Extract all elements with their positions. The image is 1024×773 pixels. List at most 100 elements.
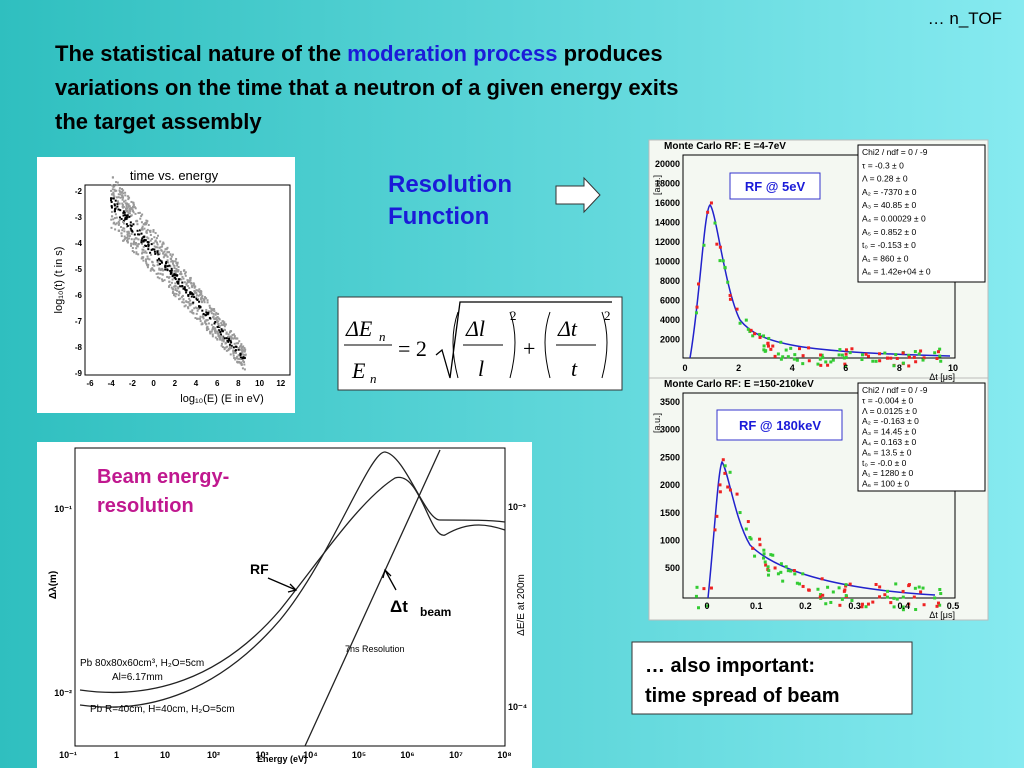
dot bbox=[702, 587, 706, 591]
dot bbox=[762, 348, 766, 352]
dot bbox=[189, 310, 192, 313]
dot bbox=[738, 511, 742, 515]
dot bbox=[860, 605, 864, 609]
dot bbox=[238, 348, 241, 351]
dot bbox=[784, 565, 788, 569]
dot bbox=[225, 341, 228, 344]
dot bbox=[115, 196, 118, 199]
dot bbox=[837, 353, 841, 357]
dot bbox=[831, 590, 835, 594]
dot bbox=[146, 220, 149, 223]
dot bbox=[134, 243, 137, 246]
dot bbox=[157, 262, 160, 265]
dot bbox=[150, 237, 153, 240]
dot bbox=[132, 241, 135, 244]
dot bbox=[153, 236, 156, 239]
dot bbox=[728, 297, 732, 301]
dot bbox=[728, 470, 732, 474]
dot bbox=[186, 280, 189, 283]
dot bbox=[744, 527, 748, 531]
dot bbox=[180, 278, 183, 281]
dot bbox=[242, 357, 245, 360]
dot bbox=[239, 344, 242, 347]
x-tick-label: 10⁻¹ bbox=[59, 750, 77, 760]
dot bbox=[199, 298, 202, 301]
x-tick-label: 6 bbox=[215, 379, 220, 388]
dot bbox=[122, 211, 125, 214]
y-tick-label: -6 bbox=[75, 291, 83, 300]
dot bbox=[204, 314, 207, 317]
dot bbox=[201, 316, 204, 319]
dot bbox=[209, 330, 212, 333]
dot bbox=[728, 488, 732, 492]
plot-title: Monte Carlo RF: E =4-7eV bbox=[664, 141, 786, 152]
dot bbox=[749, 537, 753, 541]
x-tick-label: 10⁵ bbox=[352, 750, 366, 760]
dot bbox=[174, 282, 177, 285]
dot bbox=[150, 243, 153, 246]
dot bbox=[236, 337, 239, 340]
dot bbox=[181, 281, 184, 284]
dot bbox=[122, 221, 125, 224]
dot bbox=[202, 312, 205, 315]
dot bbox=[152, 242, 155, 245]
dot bbox=[222, 323, 225, 326]
dot bbox=[143, 223, 146, 226]
dot bbox=[227, 335, 230, 338]
dot bbox=[907, 602, 911, 606]
dot bbox=[721, 458, 725, 462]
dot bbox=[128, 237, 131, 240]
dot bbox=[860, 602, 864, 606]
dot bbox=[205, 297, 208, 300]
dot bbox=[123, 238, 126, 241]
dot bbox=[141, 227, 144, 230]
dot bbox=[228, 343, 231, 346]
dot bbox=[201, 309, 204, 312]
dot bbox=[243, 353, 246, 356]
dot bbox=[110, 199, 113, 202]
dot bbox=[885, 595, 889, 599]
dot bbox=[189, 299, 192, 302]
dot bbox=[221, 345, 224, 348]
dot bbox=[165, 247, 168, 250]
y-axis-label: [a.u.] bbox=[652, 413, 662, 433]
dot bbox=[241, 346, 244, 349]
dot bbox=[874, 582, 878, 586]
fit-parameter: Chi2 / ndf = 0 / -9 bbox=[862, 147, 928, 157]
dot bbox=[174, 285, 177, 288]
dot bbox=[779, 340, 783, 344]
dot bbox=[219, 336, 222, 339]
dot bbox=[126, 238, 129, 241]
dot bbox=[158, 262, 161, 265]
dot bbox=[169, 269, 172, 272]
x-tick-label: 0.4 bbox=[898, 601, 911, 611]
dot bbox=[114, 190, 117, 193]
dot bbox=[840, 353, 844, 357]
dot bbox=[232, 354, 235, 357]
dot bbox=[192, 282, 195, 285]
fit-parameter: A₆ = 1.42e+04 ± 0 bbox=[862, 267, 931, 277]
dot bbox=[126, 230, 129, 233]
y-tick-label: 8000 bbox=[660, 276, 680, 286]
dot bbox=[174, 271, 177, 274]
dot bbox=[166, 259, 169, 262]
dot bbox=[124, 207, 127, 210]
dot bbox=[172, 288, 175, 291]
dot bbox=[116, 205, 119, 208]
x-tick-label: 6 bbox=[843, 363, 848, 373]
x-tick-label: 0 bbox=[704, 601, 709, 611]
dot bbox=[776, 352, 780, 356]
dot bbox=[173, 269, 176, 272]
dot bbox=[172, 290, 175, 293]
dot bbox=[163, 254, 166, 257]
dot bbox=[188, 279, 191, 282]
dot bbox=[123, 211, 126, 214]
dot bbox=[166, 275, 169, 278]
dot bbox=[144, 250, 147, 253]
dot bbox=[118, 202, 121, 205]
dot bbox=[838, 603, 842, 607]
dot bbox=[223, 346, 226, 349]
dot bbox=[123, 235, 126, 238]
dot bbox=[130, 200, 133, 203]
dot bbox=[173, 273, 176, 276]
